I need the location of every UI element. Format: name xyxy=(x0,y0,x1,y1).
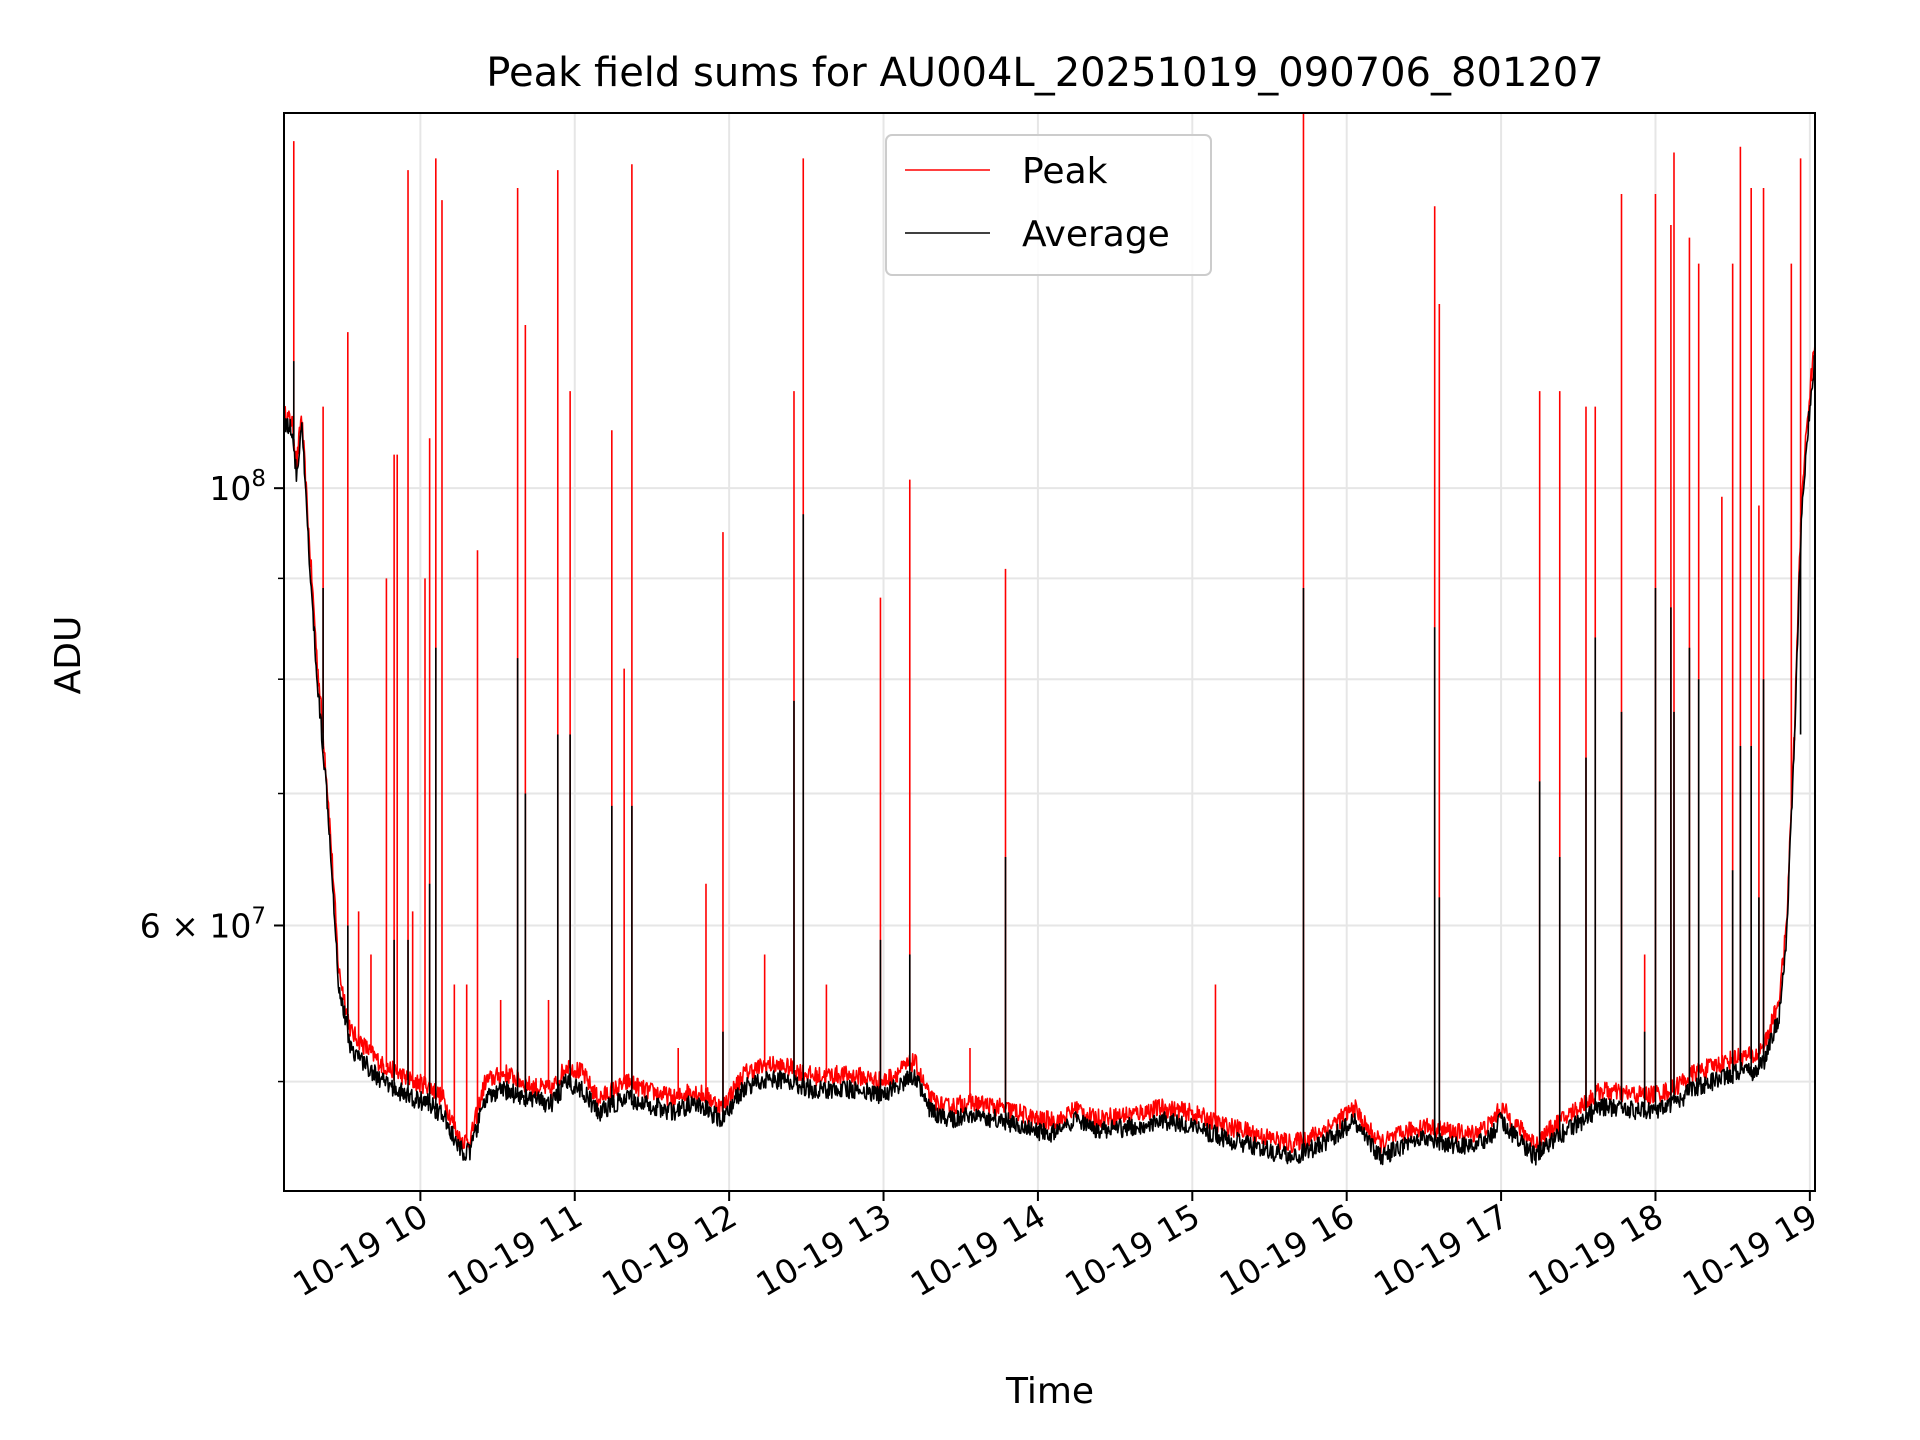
x-axis-label: Time xyxy=(1005,1371,1094,1412)
legend-label-peak: Peak xyxy=(1022,151,1108,192)
series-group xyxy=(283,113,1816,1166)
legend: Peak Average xyxy=(885,134,1212,276)
y-tick-label: 108 xyxy=(209,466,266,508)
y-tick-label: 6 × 107 xyxy=(140,903,266,945)
chart-title: Peak field sums for AU004L_20251019_0907… xyxy=(486,50,1603,96)
plot-frame xyxy=(283,112,1816,1192)
series-average xyxy=(283,354,1816,1166)
legend-label-average: Average xyxy=(1022,214,1170,255)
y-axis-label: ADU xyxy=(48,616,89,695)
